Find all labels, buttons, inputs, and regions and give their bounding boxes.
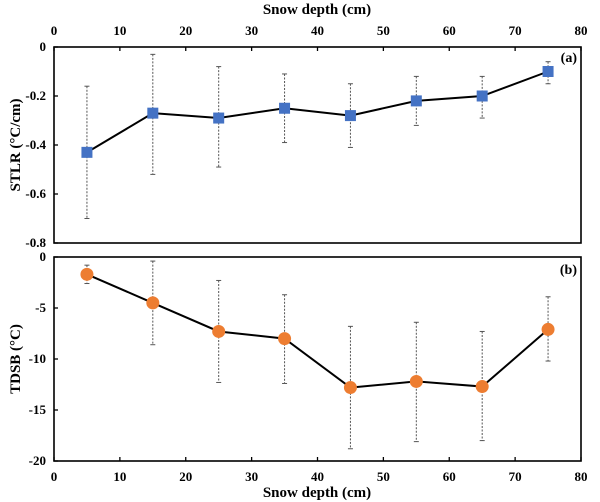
- panel-a-y-tick-label: 0: [40, 39, 47, 54]
- panel-a: 0 10 20 30 40 50 60 70 80 0 -0.2 -0.4 -0.6 -0.8 Snow …: [8, 2, 588, 250]
- panel-a-markers: [81, 66, 554, 158]
- panel-a-data-point: [344, 110, 356, 122]
- panel-b: 0 10 20 30 40 50 60 70 80 0 -5 -10 -15 -20 Snow depth…: [8, 249, 588, 501]
- panel-b-x-tick-label: 20: [179, 469, 192, 484]
- panel-b-data-point: [475, 380, 489, 394]
- panel-a-x-tick-label: 30: [245, 23, 258, 38]
- panel-a-x-tick-label: 70: [509, 23, 522, 38]
- panel-b-label: (b): [560, 263, 577, 278]
- panel-a-y-tick-label: -0.8: [25, 235, 46, 250]
- panel-b-y-tick-label: -5: [35, 300, 46, 315]
- panel-a-y-tick-label: -0.4: [25, 137, 46, 152]
- panel-a-frame: [53, 46, 582, 244]
- panel-b-x-tick-label: 10: [113, 469, 126, 484]
- panel-b-frame: [53, 256, 582, 462]
- panel-a-x-tick-label: 10: [113, 23, 126, 38]
- panel-b-y-tick-label: -10: [29, 351, 46, 366]
- panel-b-x-tick-label: 40: [311, 469, 324, 484]
- panel-a-data-point: [147, 107, 159, 119]
- panel-a-x-tick-label: 0: [51, 23, 58, 38]
- panel-b-x-tick-label: 50: [377, 469, 390, 484]
- panel-b-series-line: [86, 273, 549, 389]
- panel-b-x-axis-title: Snow depth (cm): [263, 485, 371, 501]
- panel-b-data-point: [541, 322, 555, 336]
- panel-a-series-line: [86, 70, 549, 154]
- panel-a-x-tick-label: 80: [575, 23, 588, 38]
- panel-b-data-point: [409, 374, 423, 388]
- panel-b-y-tick-label: -20: [29, 453, 46, 468]
- panel-b-y-tick-label: 0: [40, 249, 47, 264]
- panel-a-y-axis-title: STLR (°C/cm): [8, 98, 24, 191]
- panel-a-error-bars: [84, 53, 551, 219]
- panel-b-data-point: [343, 381, 357, 395]
- panel-a-x-tick-label: 60: [443, 23, 456, 38]
- panel-b-y-tick-label: -15: [29, 402, 47, 417]
- panel-b-y-axis-title: TDSB (°C): [8, 324, 24, 394]
- panel-b-x-tick-label: 30: [245, 469, 258, 484]
- panel-a-data-point: [213, 112, 225, 124]
- panel-a-data-point: [410, 95, 422, 107]
- panel-a-y-tick-label: -0.2: [25, 88, 46, 103]
- panel-a-data-point: [542, 66, 554, 77]
- panel-a-data-point: [81, 146, 93, 158]
- panel-a-x-tick-label: 40: [311, 23, 324, 38]
- panel-b-data-point: [212, 324, 226, 338]
- panel-a-x-tick-label: 50: [377, 23, 390, 38]
- panel-b-x-tick-label: 60: [443, 469, 456, 484]
- panel-b-data-point: [278, 332, 292, 346]
- panel-b-data-point: [80, 267, 94, 281]
- panel-b-data-point: [146, 296, 160, 310]
- panel-a-x-tick-label: 20: [179, 23, 192, 38]
- panel-b-markers: [80, 267, 555, 395]
- panel-a-ticks: 0 10 20 30 40 50 60 70 80 0 -0.2 -0.4 -0.6 -0.8: [25, 23, 587, 250]
- panel-b-x-tick-label: 0: [51, 469, 58, 484]
- panel-b-ticks: 0 10 20 30 40 50 60 70 80 0 -5 -10 -15 -20: [29, 249, 588, 484]
- panel-b-x-tick-label: 80: [575, 469, 588, 484]
- panel-a-y-tick-label: -0.6: [25, 186, 46, 201]
- panel-a-data-point: [279, 102, 291, 114]
- panel-a-label: (a): [561, 51, 578, 66]
- panel-a-x-axis-title: Snow depth (cm): [263, 2, 371, 18]
- panel-a-data-point: [476, 90, 488, 102]
- panel-b-x-tick-label: 70: [509, 469, 522, 484]
- panel-b-error-bars: [84, 260, 551, 450]
